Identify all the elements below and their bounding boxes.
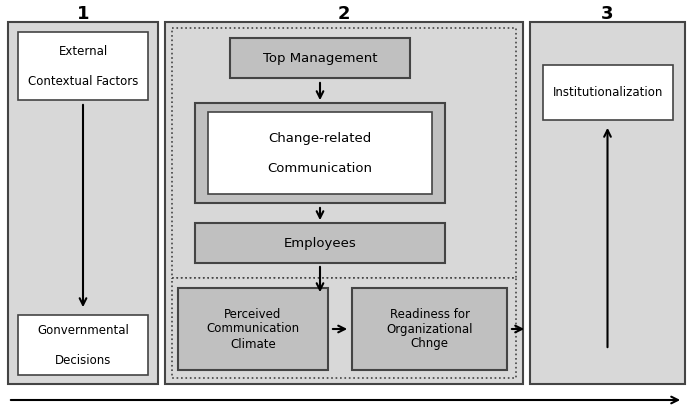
Bar bbox=[195, 223, 445, 263]
Bar bbox=[530, 22, 685, 384]
Text: Gonvernmental

Decisions: Gonvernmental Decisions bbox=[37, 323, 129, 367]
Text: External

Contextual Factors: External Contextual Factors bbox=[28, 44, 138, 88]
Bar bbox=[352, 288, 507, 370]
Bar bbox=[195, 103, 445, 203]
Bar bbox=[165, 22, 523, 384]
Text: Readiness for
Organizational
Chnge: Readiness for Organizational Chnge bbox=[386, 307, 473, 351]
Bar bbox=[208, 112, 432, 194]
Bar bbox=[18, 315, 148, 375]
Text: Perceived
Communication
Climate: Perceived Communication Climate bbox=[207, 307, 299, 351]
Bar bbox=[8, 22, 158, 384]
Text: Institutionalization: Institutionalization bbox=[553, 86, 663, 99]
Bar bbox=[172, 278, 516, 378]
Text: Change-related

Communication: Change-related Communication bbox=[267, 132, 373, 175]
Text: 1: 1 bbox=[77, 5, 89, 23]
Bar bbox=[172, 28, 516, 278]
Bar bbox=[230, 38, 410, 78]
Bar bbox=[18, 32, 148, 100]
Text: 2: 2 bbox=[337, 5, 350, 23]
Text: 3: 3 bbox=[602, 5, 614, 23]
Text: Top Management: Top Management bbox=[263, 51, 377, 65]
Text: Employees: Employees bbox=[283, 236, 356, 249]
Bar bbox=[543, 65, 673, 120]
Bar bbox=[178, 288, 328, 370]
